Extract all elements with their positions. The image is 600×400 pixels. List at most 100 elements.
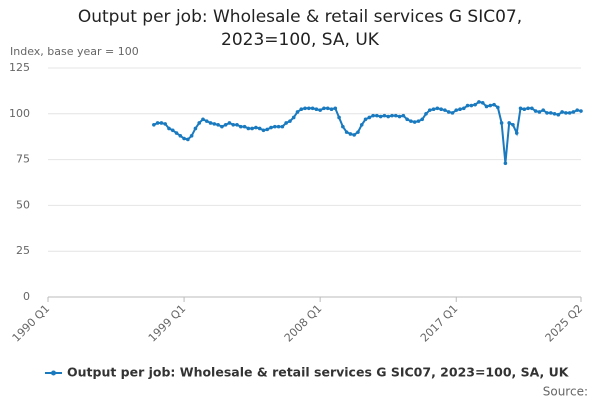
y-tick-label: 100 — [9, 107, 30, 120]
point — [359, 122, 364, 127]
y-tick-label: 125 — [9, 61, 30, 74]
point — [488, 103, 493, 108]
point — [186, 137, 190, 142]
y-axis-label: Index, base year = 100 — [10, 45, 139, 58]
point — [352, 133, 356, 137]
point — [280, 124, 285, 129]
point — [571, 110, 576, 114]
point — [579, 109, 583, 113]
y-tick-label: 0 — [23, 290, 30, 303]
y-tick-label: 50 — [16, 198, 30, 211]
point — [337, 115, 341, 120]
point — [159, 121, 164, 125]
point — [431, 107, 436, 112]
point — [295, 110, 300, 114]
point — [526, 106, 530, 111]
point — [446, 110, 451, 114]
point — [454, 108, 459, 112]
point — [182, 136, 186, 141]
point — [329, 107, 334, 112]
point — [533, 109, 538, 113]
point — [496, 105, 500, 110]
point — [427, 108, 432, 112]
point — [541, 108, 545, 112]
point — [201, 117, 205, 122]
point — [307, 106, 311, 111]
point — [291, 115, 296, 120]
legend-label: Output per job: Wholesale & retail servi… — [67, 365, 570, 380]
point — [469, 103, 474, 108]
point — [386, 114, 391, 119]
point — [284, 121, 288, 125]
point — [333, 106, 338, 111]
point — [322, 106, 326, 111]
point — [397, 114, 402, 119]
point — [325, 106, 330, 111]
point — [450, 111, 455, 115]
point — [223, 122, 228, 127]
point — [356, 130, 360, 134]
point — [458, 107, 462, 112]
point — [552, 112, 557, 116]
point — [435, 106, 440, 111]
chart-title: Output per job: Wholesale & retail servi… — [77, 7, 523, 50]
point — [480, 101, 485, 105]
point — [178, 133, 183, 138]
point — [443, 108, 447, 112]
point — [189, 133, 194, 138]
point — [348, 132, 353, 136]
point — [250, 126, 254, 131]
point — [254, 125, 258, 130]
point — [375, 113, 379, 118]
point — [484, 104, 489, 109]
point — [514, 131, 519, 135]
point — [367, 115, 372, 120]
x-tick-label: 2025 Q2 — [543, 302, 586, 345]
point — [412, 120, 417, 124]
point — [238, 124, 243, 129]
point — [152, 122, 156, 127]
source: Source: — [543, 385, 588, 399]
point — [363, 117, 368, 122]
point — [371, 113, 375, 118]
point — [265, 127, 270, 132]
point — [393, 113, 398, 118]
point — [545, 111, 549, 115]
point — [416, 119, 421, 123]
point — [170, 128, 175, 133]
point — [473, 102, 477, 107]
point — [273, 124, 277, 129]
point — [276, 124, 281, 129]
point — [462, 106, 466, 111]
point — [405, 117, 409, 122]
point — [318, 108, 322, 112]
point — [530, 106, 534, 111]
point — [548, 111, 553, 115]
point — [246, 126, 251, 131]
point — [269, 125, 273, 130]
point — [242, 124, 247, 129]
point — [564, 111, 568, 115]
point — [401, 113, 406, 118]
point — [197, 121, 202, 125]
point — [212, 122, 217, 126]
point — [567, 111, 572, 115]
point — [288, 119, 292, 123]
point — [163, 122, 167, 126]
point — [511, 122, 515, 127]
point — [560, 110, 564, 114]
point — [575, 108, 580, 112]
point — [503, 161, 508, 166]
point — [556, 112, 561, 117]
point — [174, 131, 179, 135]
point — [522, 107, 527, 112]
x-tick-label: 1999 Q1 — [146, 302, 189, 345]
point — [518, 106, 523, 111]
point — [216, 122, 220, 127]
point — [231, 122, 236, 127]
y-tick-label: 75 — [16, 153, 30, 166]
point — [378, 114, 383, 119]
x-tick-label: 2017 Q1 — [418, 302, 461, 345]
point — [257, 126, 262, 131]
